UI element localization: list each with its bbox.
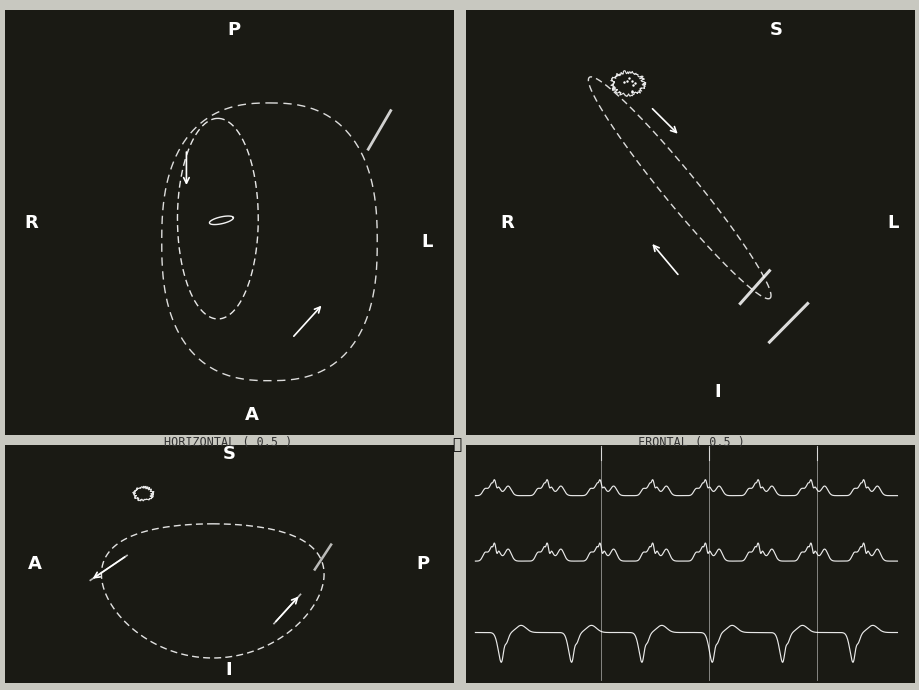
Text: P: P	[227, 21, 240, 39]
Text: I: I	[714, 383, 720, 402]
Text: I: I	[225, 661, 233, 679]
Text: P: P	[416, 555, 429, 573]
Text: S: S	[222, 445, 235, 463]
Text: A: A	[244, 406, 258, 424]
Text: HORIZONTAL ( 0.5 ): HORIZONTAL ( 0.5 )	[164, 437, 292, 449]
Text: R: R	[499, 213, 513, 232]
Text: L: L	[886, 213, 898, 232]
Text: S: S	[769, 21, 782, 39]
Text: 🔊: 🔊	[452, 437, 461, 452]
Text: R: R	[25, 213, 39, 232]
Text: FRONTAL ( 0.5 ): FRONTAL ( 0.5 )	[638, 437, 744, 449]
Text: L: L	[421, 233, 432, 250]
Text: A: A	[28, 555, 42, 573]
